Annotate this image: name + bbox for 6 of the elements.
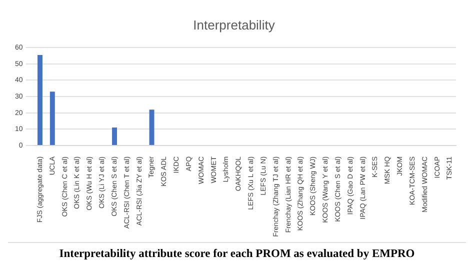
bar xyxy=(38,54,42,145)
bar xyxy=(112,128,117,145)
chart-title: Interpretability xyxy=(193,17,276,32)
text: Interpretability attribute score for each PROM as evaluated by EMPRO xyxy=(58,248,416,260)
bar xyxy=(50,92,55,145)
bar xyxy=(149,110,154,145)
